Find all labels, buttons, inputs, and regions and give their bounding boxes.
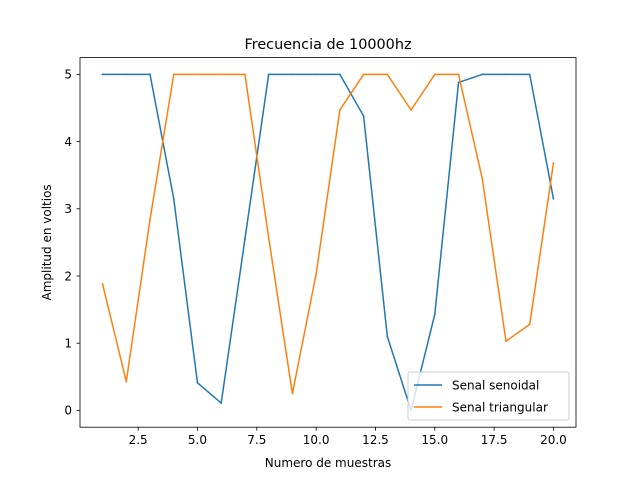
data-point-senal-triangular xyxy=(410,109,412,111)
data-point-senal-triangular xyxy=(505,340,507,343)
data-point-senal-senoidal xyxy=(528,73,531,76)
x-tick-label: 2.5 xyxy=(129,433,148,447)
data-point-senal-senoidal xyxy=(433,313,436,316)
x-tick-label: 15.0 xyxy=(421,433,448,447)
data-point-senal-senoidal xyxy=(101,73,104,76)
y-axis-label: Amplitud en voltios xyxy=(40,184,54,300)
data-point-senal-senoidal xyxy=(291,73,294,76)
data-point-senal-triangular xyxy=(362,73,365,76)
data-point-senal-triangular xyxy=(149,218,151,221)
data-point-senal-triangular xyxy=(457,73,460,76)
data-point-senal-senoidal xyxy=(481,73,484,76)
chart-title: Frecuencia de 10000hz xyxy=(244,37,411,53)
plot-area-frame xyxy=(79,57,577,428)
data-point-senal-senoidal xyxy=(362,115,365,117)
series-line-senal-senoidal xyxy=(101,73,555,412)
legend-label-senal-senoidal: Senal senoidal xyxy=(452,379,539,393)
data-point-senal-senoidal xyxy=(315,73,318,76)
data-point-senal-senoidal xyxy=(196,381,199,384)
legend-label-senal-triangular: Senal triangular xyxy=(452,401,548,415)
data-point-senal-triangular xyxy=(244,73,246,76)
data-point-senal-senoidal xyxy=(125,73,128,76)
data-point-senal-triangular xyxy=(101,283,104,285)
data-point-senal-triangular xyxy=(291,392,294,395)
data-point-senal-triangular xyxy=(528,323,531,326)
data-point-senal-senoidal xyxy=(172,197,175,200)
y-tick-label: 1 xyxy=(64,337,72,351)
legend-box xyxy=(407,371,570,421)
data-point-senal-triangular xyxy=(125,380,128,383)
data-point-senal-triangular xyxy=(552,162,555,165)
x-tick-label: 17.5 xyxy=(481,433,508,447)
data-point-senal-senoidal xyxy=(244,238,246,240)
data-point-senal-triangular xyxy=(196,73,199,76)
data-point-senal-senoidal xyxy=(457,81,460,84)
y-tick-label: 0 xyxy=(64,404,72,418)
x-tick-label: 10.0 xyxy=(303,433,330,447)
legend: Senal senoidal Senal triangular xyxy=(407,371,570,421)
data-point-senal-senoidal xyxy=(220,402,223,404)
y-tick-label: 5 xyxy=(64,68,72,82)
y-tick-label: 2 xyxy=(64,269,72,283)
x-tick-label: 20.0 xyxy=(540,433,567,447)
series-line-senal-triangular xyxy=(101,73,555,395)
data-point-senal-triangular xyxy=(433,73,436,76)
data-point-senal-senoidal xyxy=(338,73,341,76)
x-tick-label: 7.5 xyxy=(247,433,266,447)
data-point-senal-senoidal xyxy=(552,197,555,200)
data-point-senal-senoidal xyxy=(505,73,507,76)
data-point-senal-triangular xyxy=(267,236,270,239)
data-point-senal-triangular xyxy=(386,73,389,76)
y-tick-label: 4 xyxy=(64,135,72,149)
x-axis-label: Numero de muestras xyxy=(265,456,391,470)
data-point-senal-triangular xyxy=(315,273,318,275)
data-point-senal-senoidal xyxy=(386,335,389,338)
x-tick-label: 12.5 xyxy=(362,433,389,447)
data-point-senal-triangular xyxy=(481,177,484,180)
y-tick-label: 3 xyxy=(64,202,72,216)
data-point-senal-triangular xyxy=(338,109,341,111)
data-point-senal-senoidal xyxy=(149,73,151,76)
data-point-senal-triangular xyxy=(172,73,175,76)
data-point-senal-senoidal xyxy=(267,73,270,76)
x-tick-label: 5.0 xyxy=(188,433,207,447)
data-point-senal-triangular xyxy=(220,73,223,76)
